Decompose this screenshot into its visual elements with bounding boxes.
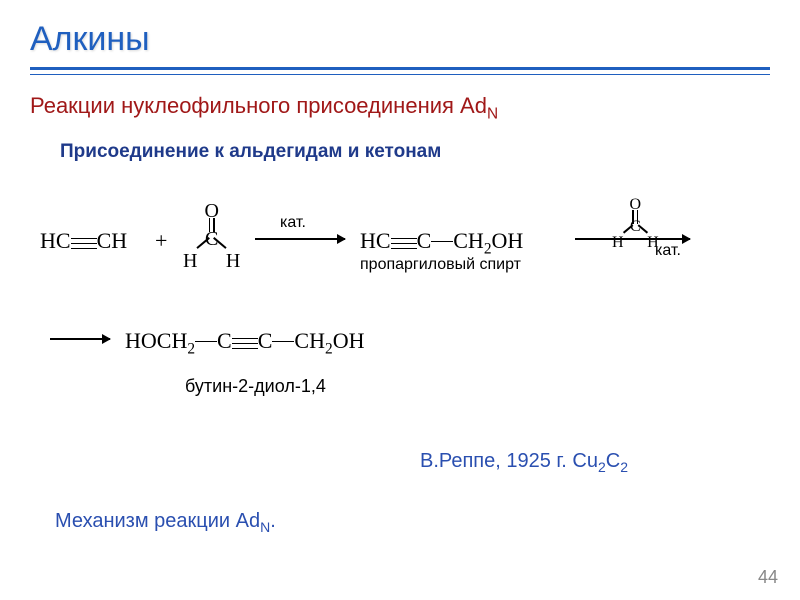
- reaction-arrow-2: [575, 238, 690, 240]
- subtitle-subscript: N: [487, 105, 498, 122]
- mechanism-text: Механизм реакции Ad: [55, 510, 260, 532]
- p2-c2: C: [258, 328, 273, 353]
- hydrogen-left: H: [183, 250, 197, 273]
- p1-ch: CH: [453, 228, 484, 253]
- p2-ch: CH: [294, 328, 325, 353]
- catalyst-label-2: кат.: [655, 242, 681, 260]
- reaction-arrow-1: [255, 238, 345, 240]
- ch-right: CH: [97, 228, 128, 253]
- p2-sub2: 2: [325, 341, 333, 358]
- section-heading: Присоединение к альдегидам и кетонам: [60, 141, 770, 163]
- title-underline-thick: [30, 67, 770, 70]
- product-butynediol: HOCH2CCCH2OH: [125, 328, 364, 358]
- p1-hc: HC: [360, 228, 391, 253]
- p2-sub1: 2: [187, 341, 195, 358]
- page-number: 44: [758, 567, 778, 588]
- plus-sign: +: [155, 228, 167, 254]
- attribution: В.Реппе, 1925 г. Cu2C2: [420, 450, 628, 475]
- single-bond-icon: [195, 341, 217, 342]
- p2-oh: OH: [333, 328, 365, 353]
- subtitle: Реакции нуклеофильного присоединения AdN: [30, 93, 770, 123]
- mechanism-sub: N: [260, 519, 270, 535]
- mechanism-note: Механизм реакции AdN.: [55, 510, 276, 535]
- title-underline-thin: [30, 74, 770, 75]
- subtitle-text: Реакции нуклеофильного присоединения Ad: [30, 93, 487, 118]
- reaction-scheme: HCCH + O C H H кат. HCCCH2OH пропаргилов…: [30, 188, 770, 468]
- hydrogen-right: H: [226, 250, 240, 273]
- single-bond-icon: [272, 341, 294, 342]
- continuation-arrow: [690, 238, 770, 338]
- attribution-tail: C: [606, 450, 620, 472]
- slide-title: Алкины: [30, 20, 770, 59]
- formaldehyde-structure-2: O C H H: [630, 218, 641, 236]
- product-propargyl-alcohol: HC C CH2OH: [360, 228, 523, 258]
- hydrogen-left: H: [612, 234, 624, 252]
- attribution-sub2: 2: [620, 459, 628, 475]
- formaldehyde-structure-1: O C H H: [205, 228, 218, 251]
- propargyl-alcohol-label: пропаргиловый спирт: [360, 256, 521, 274]
- p1-sub2: 2: [484, 241, 492, 258]
- catalyst-label-1: кат.: [280, 214, 306, 232]
- single-bond-icon: [431, 241, 453, 242]
- reactant-acetylene: HC CH: [40, 228, 127, 254]
- attribution-text: В.Реппе, 1925 г. Cu: [420, 450, 598, 472]
- reaction-arrow-3: [50, 338, 110, 340]
- p1-oh: OH: [492, 228, 524, 253]
- p1-c: C: [417, 228, 432, 253]
- slide-container: Алкины Реакции нуклеофильного присоедине…: [0, 0, 800, 600]
- butynediol-label: бутин-2-диол-1,4: [185, 376, 326, 397]
- mechanism-dot: .: [270, 510, 276, 532]
- attribution-sub1: 2: [598, 459, 606, 475]
- p2-hoch: HOCH: [125, 328, 187, 353]
- p2-c1: C: [217, 328, 232, 353]
- hc-left: HC: [40, 228, 71, 253]
